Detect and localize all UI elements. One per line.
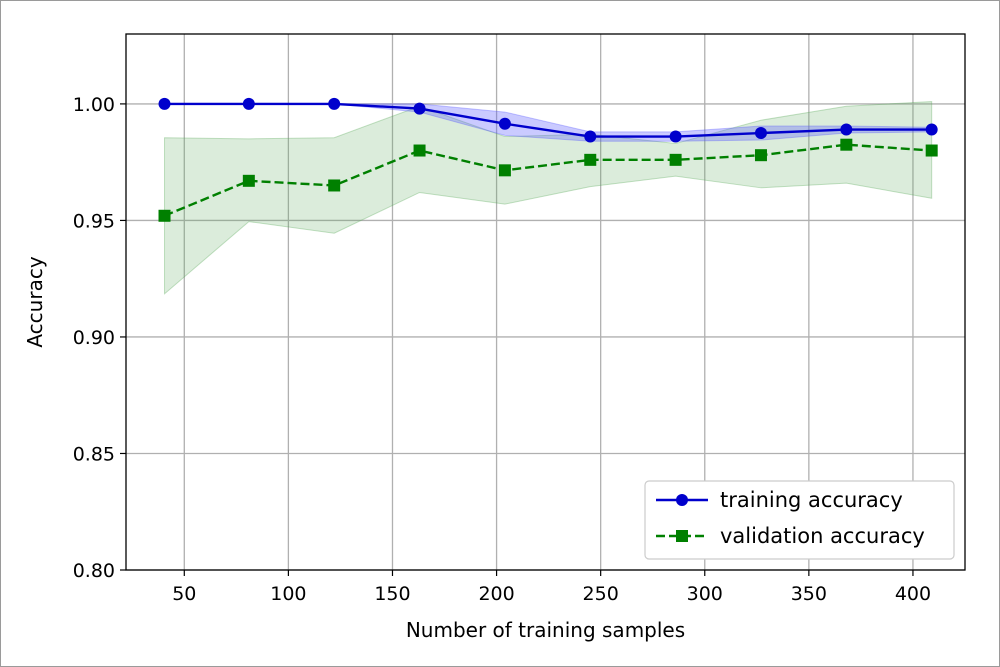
legend-box (644, 480, 955, 560)
validation-accuracy-point (925, 144, 938, 157)
training-accuracy-point (840, 123, 853, 136)
validation-accuracy-point (584, 153, 597, 166)
training-accuracy-point (328, 97, 341, 110)
x-tick-label: 400 (895, 583, 931, 605)
plot-area-border (125, 33, 966, 571)
x-tick-label: 300 (687, 583, 723, 605)
legend: training accuracy validation accuracy (644, 480, 955, 560)
training-accuracy-point (498, 117, 511, 130)
y-tick-label: 1.00 (73, 94, 115, 116)
training-accuracy-line (164, 102, 932, 138)
training-accuracy-point (158, 97, 171, 110)
training-accuracy-point (925, 123, 938, 136)
validation-accuracy-point (498, 164, 511, 177)
x-tick-label: 50 (172, 583, 196, 605)
x-tick-label: 200 (478, 583, 514, 605)
y-tick-label: 0.80 (73, 560, 115, 582)
training-accuracy-point (242, 97, 255, 110)
legend-training-marker (676, 494, 688, 506)
validation-accuracy-point (328, 179, 341, 192)
axis-ticks: 50 100 150 200 250 300 350 400 0.80 0.85 0.90 0.95 1… (73, 94, 931, 605)
series-markers (158, 97, 938, 222)
x-axis-title: Number of training samples (406, 618, 685, 642)
y-tick-label: 0.95 (73, 210, 115, 232)
validation-accuracy-point (413, 144, 426, 157)
x-tick-label: 250 (583, 583, 619, 605)
x-tick-label: 350 (791, 583, 827, 605)
validation-accuracy-point (840, 138, 853, 151)
legend-validation-label: validation accuracy (720, 524, 925, 548)
validation-accuracy-point (242, 174, 255, 187)
validation-accuracy-point (754, 149, 767, 162)
x-tick-label: 150 (374, 583, 410, 605)
validation-accuracy-band (164, 101, 933, 295)
legend-validation-marker (676, 530, 688, 542)
y-axis-title: Accuracy (23, 256, 47, 347)
x-tick-label: 100 (270, 583, 306, 605)
training-accuracy-point (754, 127, 767, 140)
series-lines (164, 102, 932, 217)
y-tick-label: 0.90 (73, 327, 115, 349)
y-tick-label: 0.85 (73, 443, 115, 465)
training-accuracy-point (584, 130, 597, 143)
validation-accuracy-point (669, 153, 682, 166)
training-accuracy-point (669, 130, 682, 143)
training-accuracy-point (413, 102, 426, 115)
legend-training-label: training accuracy (720, 488, 903, 512)
validation-accuracy-point (158, 209, 171, 222)
validation-accuracy-line (164, 143, 932, 217)
